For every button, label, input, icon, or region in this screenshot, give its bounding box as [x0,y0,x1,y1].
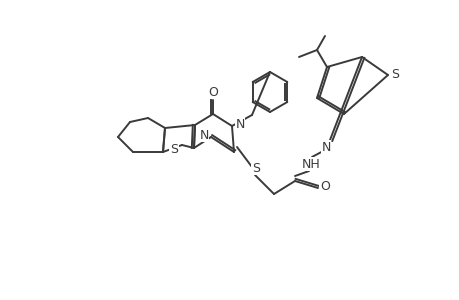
Text: O: O [319,181,329,194]
Text: O: O [207,85,218,98]
Text: N: N [321,140,330,154]
Text: S: S [252,161,259,175]
Text: N: N [199,128,208,142]
Text: NH: NH [301,158,319,170]
Text: N: N [235,118,244,130]
Text: S: S [390,68,398,80]
Text: S: S [170,142,178,155]
